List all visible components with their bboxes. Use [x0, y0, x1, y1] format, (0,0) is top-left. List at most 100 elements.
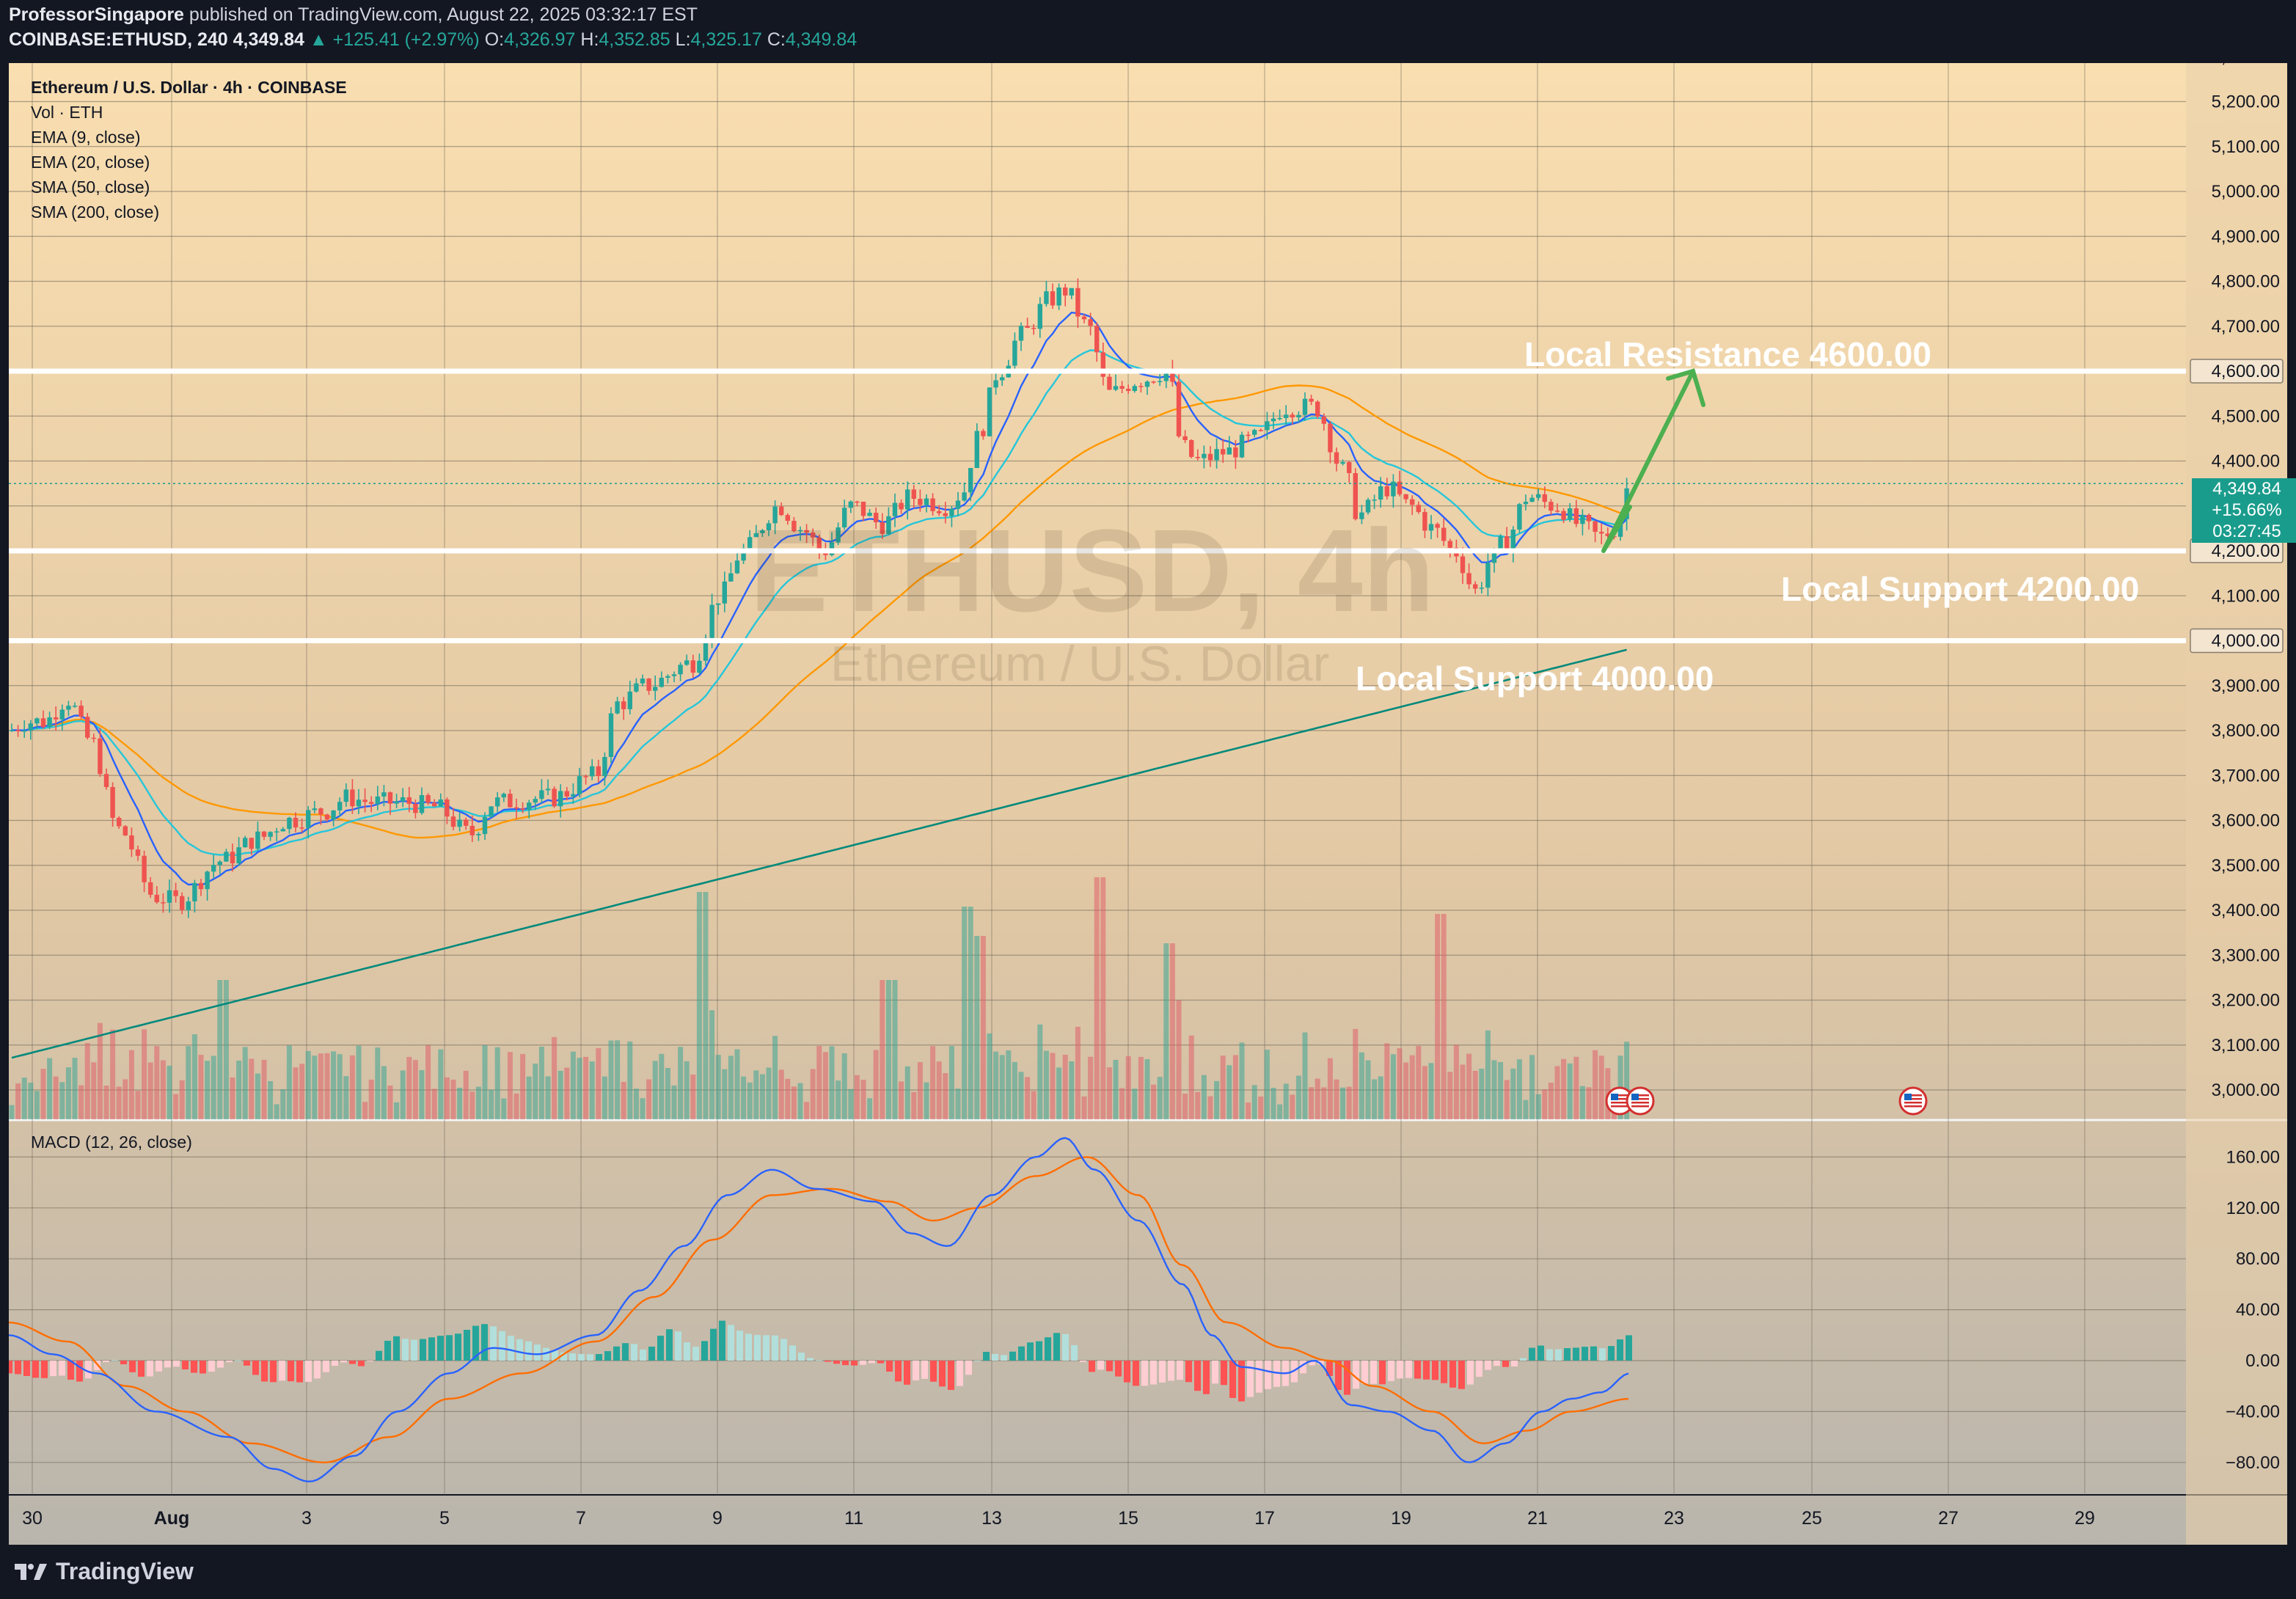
- volume-bar: [1302, 1032, 1308, 1119]
- candle-body: [450, 816, 456, 827]
- support-4200-label[interactable]: Local Support 4200.00: [1781, 570, 2140, 608]
- macd-histogram-bar: [1265, 1361, 1271, 1389]
- macd-legend[interactable]: MACD (12, 26, close): [31, 1133, 192, 1152]
- us-flag-event-icon[interactable]: [1626, 1086, 1655, 1116]
- macd-histogram-bar: [851, 1361, 858, 1366]
- macd-histogram-bar: [1485, 1361, 1491, 1370]
- macd-histogram-bar: [490, 1326, 497, 1361]
- macd-line[interactable]: [9, 1137, 1629, 1483]
- volume-bar: [1157, 1077, 1163, 1119]
- legend-ema9[interactable]: EMA (9, close): [31, 128, 141, 147]
- macd-histogram-bar: [613, 1346, 620, 1361]
- volume-bar: [147, 1062, 153, 1119]
- macd-histogram-bar: [446, 1335, 453, 1361]
- volume-bar: [1182, 1094, 1188, 1119]
- star-event-icon[interactable]: [1605, 1086, 1634, 1116]
- header-price: 4,349.84: [233, 29, 304, 50]
- candle-body: [331, 810, 336, 820]
- candle-body: [438, 799, 443, 807]
- arrow-head[interactable]: [1666, 368, 1705, 407]
- macd-histogram-bar: [1502, 1361, 1509, 1367]
- resistance-label[interactable]: Local Resistance 4600.00: [1524, 335, 1931, 373]
- macd-histogram-bar: [701, 1341, 708, 1361]
- volume-bar: [1025, 1077, 1031, 1119]
- macd-histogram-bar: [1599, 1348, 1606, 1361]
- candle-body: [268, 832, 273, 837]
- volume-bar: [1340, 1087, 1346, 1119]
- candle-body: [1284, 414, 1289, 418]
- volume-bar: [198, 1055, 204, 1119]
- macd-histogram-bar: [1467, 1361, 1474, 1385]
- chart-canvas[interactable]: 5,300.00 5,200.00 5,100.00 5,000.00 4,900.00…: [9, 63, 2287, 1545]
- volume-bar: [538, 1047, 544, 1119]
- tradingview-logo[interactable]: TradingView: [15, 1558, 194, 1585]
- ema20-line[interactable]: [11, 349, 1628, 857]
- time-axis[interactable]: 30 Aug 3 5 7 9 11 13 15 17 19 21 23 25 27 29: [22, 1508, 2095, 1529]
- arrow-shaft[interactable]: [1601, 369, 1695, 553]
- volume-bar: [880, 980, 885, 1119]
- volume-bar: [457, 1087, 463, 1119]
- macd-histogram-bar: [1414, 1361, 1421, 1379]
- volume-bar: [1428, 1063, 1434, 1119]
- close-label: C:: [767, 29, 786, 50]
- macd-histogram-bar: [1071, 1344, 1078, 1361]
- volume-bar: [728, 1055, 734, 1119]
- volume-bar: [255, 1073, 260, 1119]
- volume-bar: [1309, 1087, 1315, 1119]
- volume-bar: [1283, 1083, 1289, 1119]
- publisher-name[interactable]: ProfessorSingapore: [9, 4, 184, 25]
- volume-bar: [489, 1089, 494, 1119]
- symbol-name[interactable]: COINBASE:ETHUSD, 240: [9, 29, 228, 50]
- sma200-line[interactable]: [11, 648, 1627, 1059]
- macd-histogram-bar: [376, 1350, 382, 1361]
- candle-body: [646, 678, 651, 691]
- legend-sma50[interactable]: SMA (50, close): [31, 178, 150, 197]
- volume-bar: [387, 1086, 393, 1119]
- volume-bar: [596, 1047, 602, 1119]
- candle-body: [1523, 502, 1529, 505]
- volume-bar: [747, 1082, 753, 1119]
- volume-bar: [1453, 1044, 1459, 1119]
- candle-body: [1031, 327, 1037, 329]
- candle-body: [1491, 548, 1497, 563]
- macd-histogram-bar: [244, 1361, 250, 1366]
- candle-body: [1529, 497, 1535, 502]
- sma50-line[interactable]: [11, 384, 1627, 839]
- chart-frame[interactable]: 5,300.00 5,200.00 5,100.00 5,000.00 4,900.00…: [9, 63, 2296, 1545]
- legend-ema20[interactable]: EMA (20, close): [31, 153, 150, 172]
- candle-body: [766, 523, 772, 530]
- macd-histogram-bar: [516, 1339, 523, 1361]
- macd-histogram-bar: [111, 1360, 118, 1361]
- candle-body: [671, 674, 677, 676]
- legend-volume[interactable]: Vol · ETH: [31, 103, 103, 122]
- macd-histogram-bar: [138, 1361, 145, 1377]
- volume-bar: [1586, 1087, 1592, 1119]
- volume-bar: [1271, 1088, 1276, 1119]
- macd-histogram-bar: [323, 1361, 329, 1372]
- legend-sma200[interactable]: SMA (200, close): [31, 202, 160, 222]
- volume-bar: [753, 1070, 759, 1119]
- volume-bar: [59, 1082, 65, 1119]
- candle-body: [280, 829, 285, 832]
- macd-histogram-bar: [930, 1361, 937, 1382]
- legend-title[interactable]: Ethereum / U.S. Dollar · 4h · COINBASE: [31, 78, 347, 97]
- us-flag-event-icon[interactable]: [1898, 1086, 1928, 1116]
- event-markers[interactable]: [1605, 1086, 1928, 1116]
- candle-body: [1151, 381, 1156, 383]
- candle-body: [85, 717, 90, 738]
- candle-body: [1485, 563, 1491, 588]
- support-4000-label[interactable]: Local Support 4000.00: [1356, 659, 1714, 698]
- volume-bar: [1169, 943, 1175, 1119]
- candle-body: [255, 831, 260, 849]
- volume-bar: [1554, 1066, 1560, 1119]
- candle-body: [369, 802, 374, 805]
- volume-bar: [47, 1058, 53, 1119]
- macd-histogram-bar: [728, 1325, 734, 1361]
- candle-body: [1126, 389, 1131, 392]
- volume-bar: [564, 1067, 570, 1119]
- volume-bar: [1498, 1062, 1504, 1119]
- macd-histogram-bar: [1423, 1361, 1430, 1380]
- price-axis[interactable]: 5,300.00 5,200.00 5,100.00 5,000.00 4,900.00…: [2186, 63, 2287, 1545]
- forecast-arrow[interactable]: [1601, 368, 1705, 553]
- candle-body: [1593, 521, 1598, 533]
